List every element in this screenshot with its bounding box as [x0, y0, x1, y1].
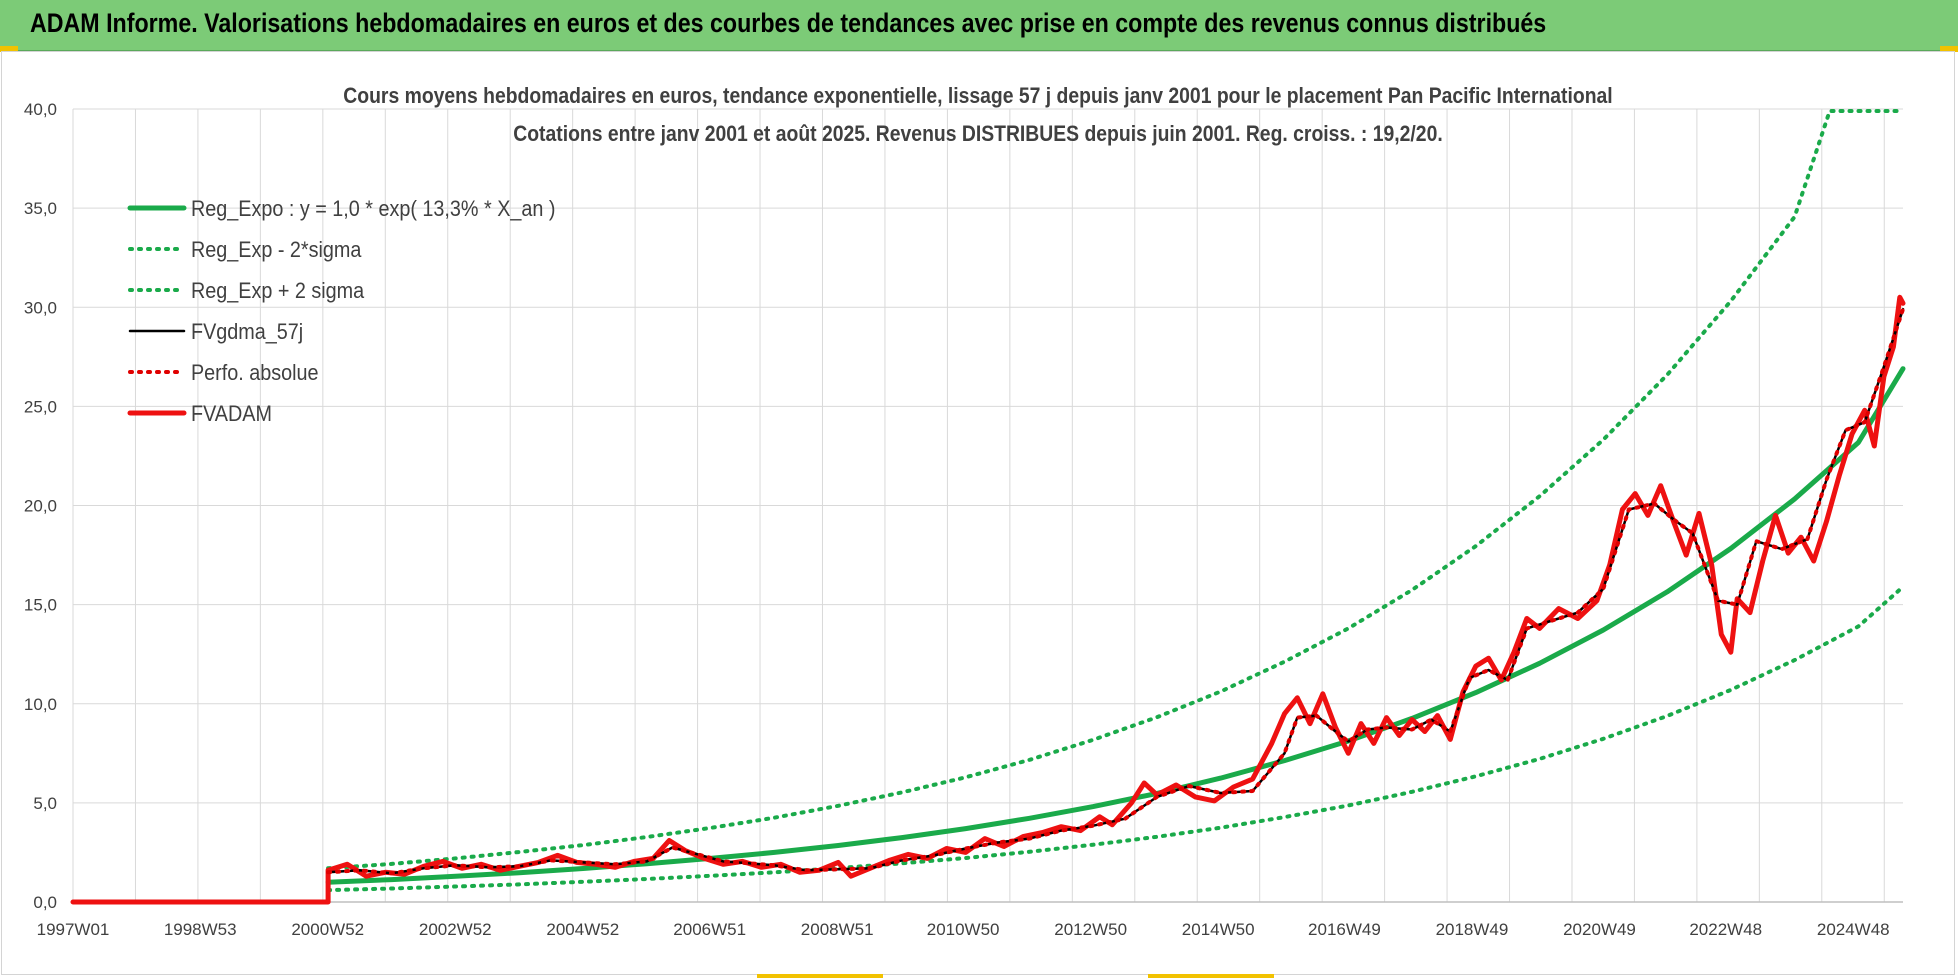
report-title: ADAM Informe. Valorisations hebdomadaire…: [30, 8, 1547, 38]
banner-corner-left: [0, 46, 18, 52]
x-tick-label: 2002W52: [419, 920, 492, 939]
y-tick-label: 25,0: [24, 397, 57, 416]
y-tick-label: 5,0: [33, 794, 57, 813]
x-tick-label: 2010W50: [927, 920, 1000, 939]
series-line-5: [70, 294, 1906, 905]
y-tick-label: 35,0: [24, 199, 57, 218]
chart-title-line: Cotations entre janv 2001 et août 2025. …: [513, 122, 1442, 146]
x-tick-label: 2016W49: [1308, 920, 1381, 939]
x-tick-label: 2018W49: [1436, 920, 1509, 939]
x-tick-label: 2000W52: [291, 920, 364, 939]
x-tick-label: 2008W51: [801, 920, 874, 939]
grid-lines: [72, 108, 1903, 903]
x-tick-label: 1997W01: [37, 920, 110, 939]
y-tick-label: 40,0: [24, 100, 57, 119]
legend-label: FVgdma_57j: [191, 320, 303, 344]
footer-mark-left: [757, 974, 883, 978]
x-tick-label: 2004W52: [546, 920, 619, 939]
y-tick-label: 15,0: [24, 596, 57, 615]
legend-label: Reg_Expo : y = 1,0 * exp( 13,3% * X_an ): [191, 197, 555, 221]
legend-label: Reg_Exp + 2 sigma: [191, 279, 365, 303]
y-tick-label: 0,0: [33, 893, 57, 912]
x-tick-label: 2014W50: [1182, 920, 1255, 939]
x-tick-label: 1998W53: [164, 920, 237, 939]
x-tick-label: 2022W48: [1689, 920, 1762, 939]
footer-mark-right: [1148, 974, 1274, 978]
chart-legend: Reg_Expo : y = 1,0 * exp( 13,3% * X_an )…: [127, 197, 555, 426]
series-line-4: [326, 307, 1905, 876]
y-tick-label: 30,0: [24, 298, 57, 317]
x-tick-label: 2012W50: [1054, 920, 1127, 939]
y-tick-label: 20,0: [24, 497, 57, 516]
axes: 0,0 5,0 10,0 15,0 20,0 25,0 30,0 35,0 40,0 1997W0…: [24, 100, 1903, 939]
legend-label: Reg_Exp - 2*sigma: [191, 238, 362, 262]
series-line-0: [325, 366, 1906, 885]
x-tick-label: 2020W49: [1563, 920, 1636, 939]
chart-frame: [1, 51, 1955, 975]
x-tick-label: 2006W51: [673, 920, 746, 939]
banner-corner-right: [1940, 46, 1958, 52]
series-line-1: [326, 584, 1905, 893]
chart-title-line: Cours moyens hebdomadaires en euros, ten…: [343, 84, 1612, 108]
legend-label: Perfo. absolue: [191, 361, 319, 385]
x-tick-label: 2024W48: [1817, 920, 1890, 939]
chart-title: Cours moyens hebdomadaires en euros, ten…: [343, 84, 1612, 146]
report-banner: ADAM Informe. Valorisations hebdomadaire…: [0, 0, 1958, 51]
legend-label: FVADAM: [191, 402, 272, 426]
series-lines: [70, 109, 1906, 905]
y-tick-label: 10,0: [24, 695, 57, 714]
series-line-2: [326, 109, 1905, 871]
